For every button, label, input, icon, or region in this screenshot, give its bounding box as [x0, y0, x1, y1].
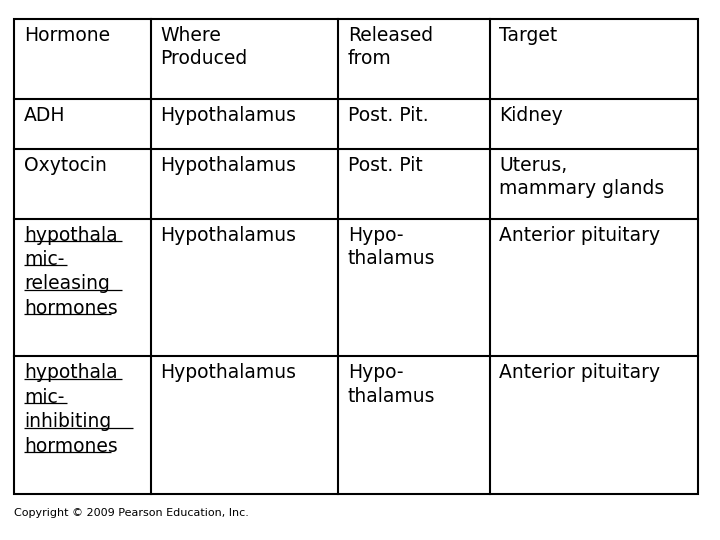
Text: Anterior pituitary: Anterior pituitary: [499, 226, 660, 245]
Text: mic-: mic-: [24, 388, 64, 407]
Text: Post. Pit.: Post. Pit.: [348, 106, 428, 125]
Text: Released
from: Released from: [348, 26, 433, 69]
Text: Anterior pituitary: Anterior pituitary: [499, 363, 660, 382]
Text: Oxytocin: Oxytocin: [24, 156, 107, 174]
Text: ADH: ADH: [24, 106, 66, 125]
Text: Target: Target: [499, 26, 557, 45]
Text: Where
Produced: Where Produced: [161, 26, 248, 69]
Text: Uterus,
mammary glands: Uterus, mammary glands: [499, 156, 665, 198]
Text: Copyright © 2009 Pearson Education, Inc.: Copyright © 2009 Pearson Education, Inc.: [14, 508, 249, 518]
Text: Hormone: Hormone: [24, 26, 110, 45]
Text: hypothala: hypothala: [24, 363, 117, 382]
Text: Hypo-
thalamus: Hypo- thalamus: [348, 363, 436, 406]
Bar: [14, 19, 698, 494]
Text: Kidney: Kidney: [499, 106, 563, 125]
Text: releasing: releasing: [24, 274, 109, 293]
Text: Hypothalamus: Hypothalamus: [161, 156, 297, 174]
Text: hormones: hormones: [24, 299, 117, 318]
Text: hypothala: hypothala: [24, 226, 117, 245]
Text: Hypothalamus: Hypothalamus: [161, 226, 297, 245]
Text: Hypothalamus: Hypothalamus: [161, 363, 297, 382]
Text: hormones: hormones: [24, 436, 117, 456]
Text: Hypothalamus: Hypothalamus: [161, 106, 297, 125]
Text: Hypo-
thalamus: Hypo- thalamus: [348, 226, 436, 268]
Text: Post. Pit: Post. Pit: [348, 156, 423, 174]
Text: inhibiting: inhibiting: [24, 412, 111, 431]
Text: mic-: mic-: [24, 250, 64, 269]
